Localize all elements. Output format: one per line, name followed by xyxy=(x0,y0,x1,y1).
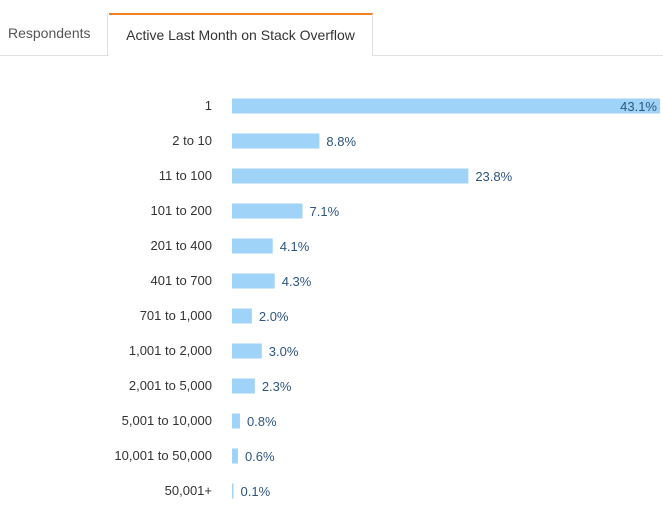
bar xyxy=(232,483,234,499)
value-label: 2.0% xyxy=(259,309,289,324)
bar xyxy=(232,238,273,254)
value-label: 8.8% xyxy=(326,134,356,149)
bar xyxy=(232,448,238,464)
category-label: 50,001+ xyxy=(165,483,212,498)
value-label: 23.8% xyxy=(475,169,512,184)
category-label: 201 to 400 xyxy=(151,238,212,253)
category-label: 2,001 to 5,000 xyxy=(129,378,212,393)
bar xyxy=(232,343,262,359)
value-label: 4.1% xyxy=(280,239,310,254)
category-label: 701 to 1,000 xyxy=(140,308,212,323)
bar-chart: 1 43.1% 2 to 10 8.8% 11 to 100 23.8% 101 to 20… xyxy=(114,98,660,499)
category-label: 101 to 200 xyxy=(151,203,212,218)
tab-bar: Respondents Active Last Month on Stack O… xyxy=(0,0,663,56)
bar xyxy=(232,203,303,219)
category-label: 2 to 10 xyxy=(172,133,212,148)
value-label: 3.0% xyxy=(269,344,299,359)
category-label: 1 xyxy=(205,98,212,113)
bar xyxy=(232,378,255,394)
bar xyxy=(232,273,275,289)
value-label: 2.3% xyxy=(262,379,292,394)
value-label: 43.1% xyxy=(620,99,657,114)
bar xyxy=(232,413,240,429)
value-label: 4.3% xyxy=(282,274,312,289)
value-label: 7.1% xyxy=(310,204,340,219)
tab-active-last-month[interactable]: Active Last Month on Stack Overflow xyxy=(109,13,373,56)
category-label: 10,001 to 50,000 xyxy=(114,448,212,463)
value-label: 0.1% xyxy=(241,484,271,499)
bar xyxy=(232,168,469,184)
value-label: 0.6% xyxy=(245,449,275,464)
category-label: 1,001 to 2,000 xyxy=(129,343,212,358)
bar xyxy=(232,308,252,324)
category-label: 5,001 to 10,000 xyxy=(122,413,212,428)
bar xyxy=(232,133,320,149)
category-label: 401 to 700 xyxy=(151,273,212,288)
value-label: 0.8% xyxy=(247,414,277,429)
bar xyxy=(232,98,660,114)
category-label: 11 to 100 xyxy=(159,168,212,183)
tab-respondents[interactable]: Respondents xyxy=(0,13,108,55)
